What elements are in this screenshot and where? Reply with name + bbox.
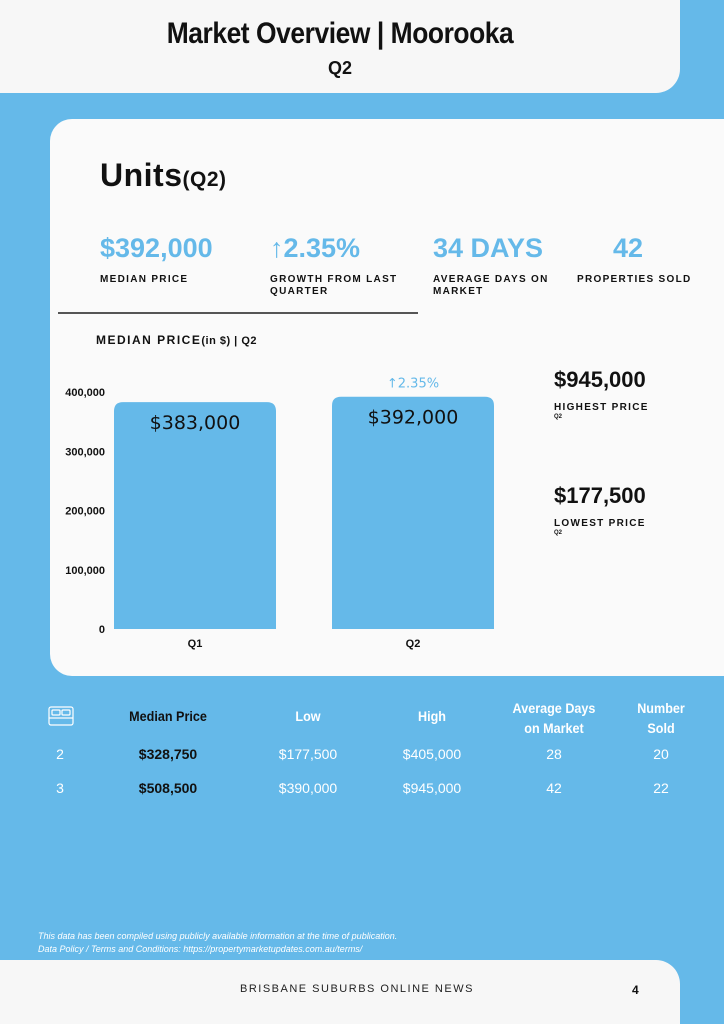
header-average-days-line2: on Market [524, 720, 584, 736]
stat-label: GROWTH FROM LAST QUARTER [270, 274, 398, 297]
y-tick-label: 400,000 [65, 387, 105, 399]
page-title: Market Overview | Moorooka [166, 17, 514, 50]
divider [58, 312, 418, 314]
stat-growth: ↑2.35% GROWTH FROM LAST QUARTER [270, 233, 415, 298]
publication-name: BRISBANE SUBURBS ONLINE NEWS [240, 983, 474, 995]
lowest-price-value: $177,500 [554, 483, 646, 508]
highest-price-value: $945,000 [554, 367, 646, 392]
y-tick-label: 300,000 [65, 446, 105, 458]
growth-annotation: ↑2.35% [387, 377, 439, 392]
lowest-price-stat: $177,500 LOWEST PRICE Q2 [554, 483, 646, 536]
stat-value: 42 [613, 233, 644, 263]
cell-median: $508,500 [138, 780, 198, 796]
disclaimer-line2: Data Policy / Terms and Conditions: http… [38, 944, 363, 954]
page-subtitle: Q2 [327, 58, 352, 78]
y-tick-label: 100,000 [65, 565, 105, 577]
stat-label: MEDIAN PRICE [100, 274, 189, 285]
stat-label: PROPERTIES SOLD [577, 274, 692, 285]
cell-days: 42 [546, 780, 562, 796]
highest-price-stat: $945,000 HIGHEST PRICE Q2 [554, 367, 649, 420]
page-header: Market Overview | Moorooka Q2 [0, 0, 680, 93]
chart-title-quarter: | Q2 [230, 335, 257, 347]
section-title: Units(Q2) [100, 157, 227, 194]
stat-properties-sold: 42 PROPERTIES SOLD [577, 233, 717, 286]
units-card: Units(Q2) $392,000 MEDIAN PRICE ↑2.35% G… [50, 119, 724, 676]
header-number-sold-line1: Number [637, 700, 685, 716]
median-price-bar-chart: 0 100,000 200,000 300,000 400,000 $383,000 Q1 $… [65, 377, 494, 650]
highest-price-label: HIGHEST PRICE [554, 402, 649, 413]
header-low: Low [295, 708, 321, 724]
section-quarter: (Q2) [182, 168, 227, 191]
cell-low: $177,500 [278, 746, 338, 762]
chart-title-unit: (in $) [201, 335, 231, 347]
cell-median: $328,750 [138, 746, 198, 762]
lowest-price-quarter: Q2 [554, 530, 563, 536]
bar-data-label: $383,000 [150, 412, 241, 434]
cell-high: $945,000 [402, 780, 462, 796]
disclaimer: This data has been compiled using public… [38, 930, 397, 956]
header-high: High [417, 708, 446, 724]
header-number-sold-line2: Sold [647, 720, 675, 736]
y-tick-label: 200,000 [65, 506, 105, 518]
section-title-text: Units [100, 157, 183, 193]
bar-data-label: $392,000 [368, 407, 459, 429]
stat-value: 34 DAYS [433, 233, 544, 263]
stat-days-on-market: 34 DAYS AVERAGE DAYS ON MARKET [433, 233, 563, 298]
cell-sold: 22 [653, 780, 669, 796]
cell-beds: 2 [56, 746, 64, 762]
x-tick-label: Q1 [188, 638, 203, 650]
stat-value: $392,000 [100, 233, 213, 263]
stat-value: ↑2.35% [270, 233, 361, 263]
chart-title: MEDIAN PRICE(in $) | Q2 [96, 333, 257, 347]
cell-sold: 20 [653, 746, 669, 762]
bar-q2 [332, 396, 494, 629]
stat-median-price: $392,000 MEDIAN PRICE [100, 233, 260, 286]
header-average-days-line1: Average Days [512, 700, 596, 716]
header-average-days: Average Days on Market [500, 698, 608, 738]
chart-title-main: MEDIAN PRICE [96, 333, 202, 347]
bar-q1 [114, 402, 276, 629]
header-median-price: Median Price [129, 708, 207, 724]
cell-days: 28 [546, 746, 562, 762]
cell-beds: 3 [56, 780, 64, 796]
highest-price-quarter: Q2 [554, 414, 563, 420]
cell-low: $390,000 [278, 780, 338, 796]
bed-icon [47, 706, 75, 731]
y-tick-label: 0 [99, 624, 105, 636]
lowest-price-label: LOWEST PRICE [554, 518, 646, 529]
cell-high: $405,000 [402, 746, 462, 762]
page-footer: BRISBANE SUBURBS ONLINE NEWS 4 [0, 960, 680, 1024]
stat-label: AVERAGE DAYS ON MARKET [433, 274, 549, 297]
disclaimer-line1: This data has been compiled using public… [38, 931, 398, 941]
page-number: 4 [632, 983, 639, 997]
header-number-sold: Number Sold [624, 698, 698, 738]
x-tick-label: Q2 [406, 638, 421, 650]
